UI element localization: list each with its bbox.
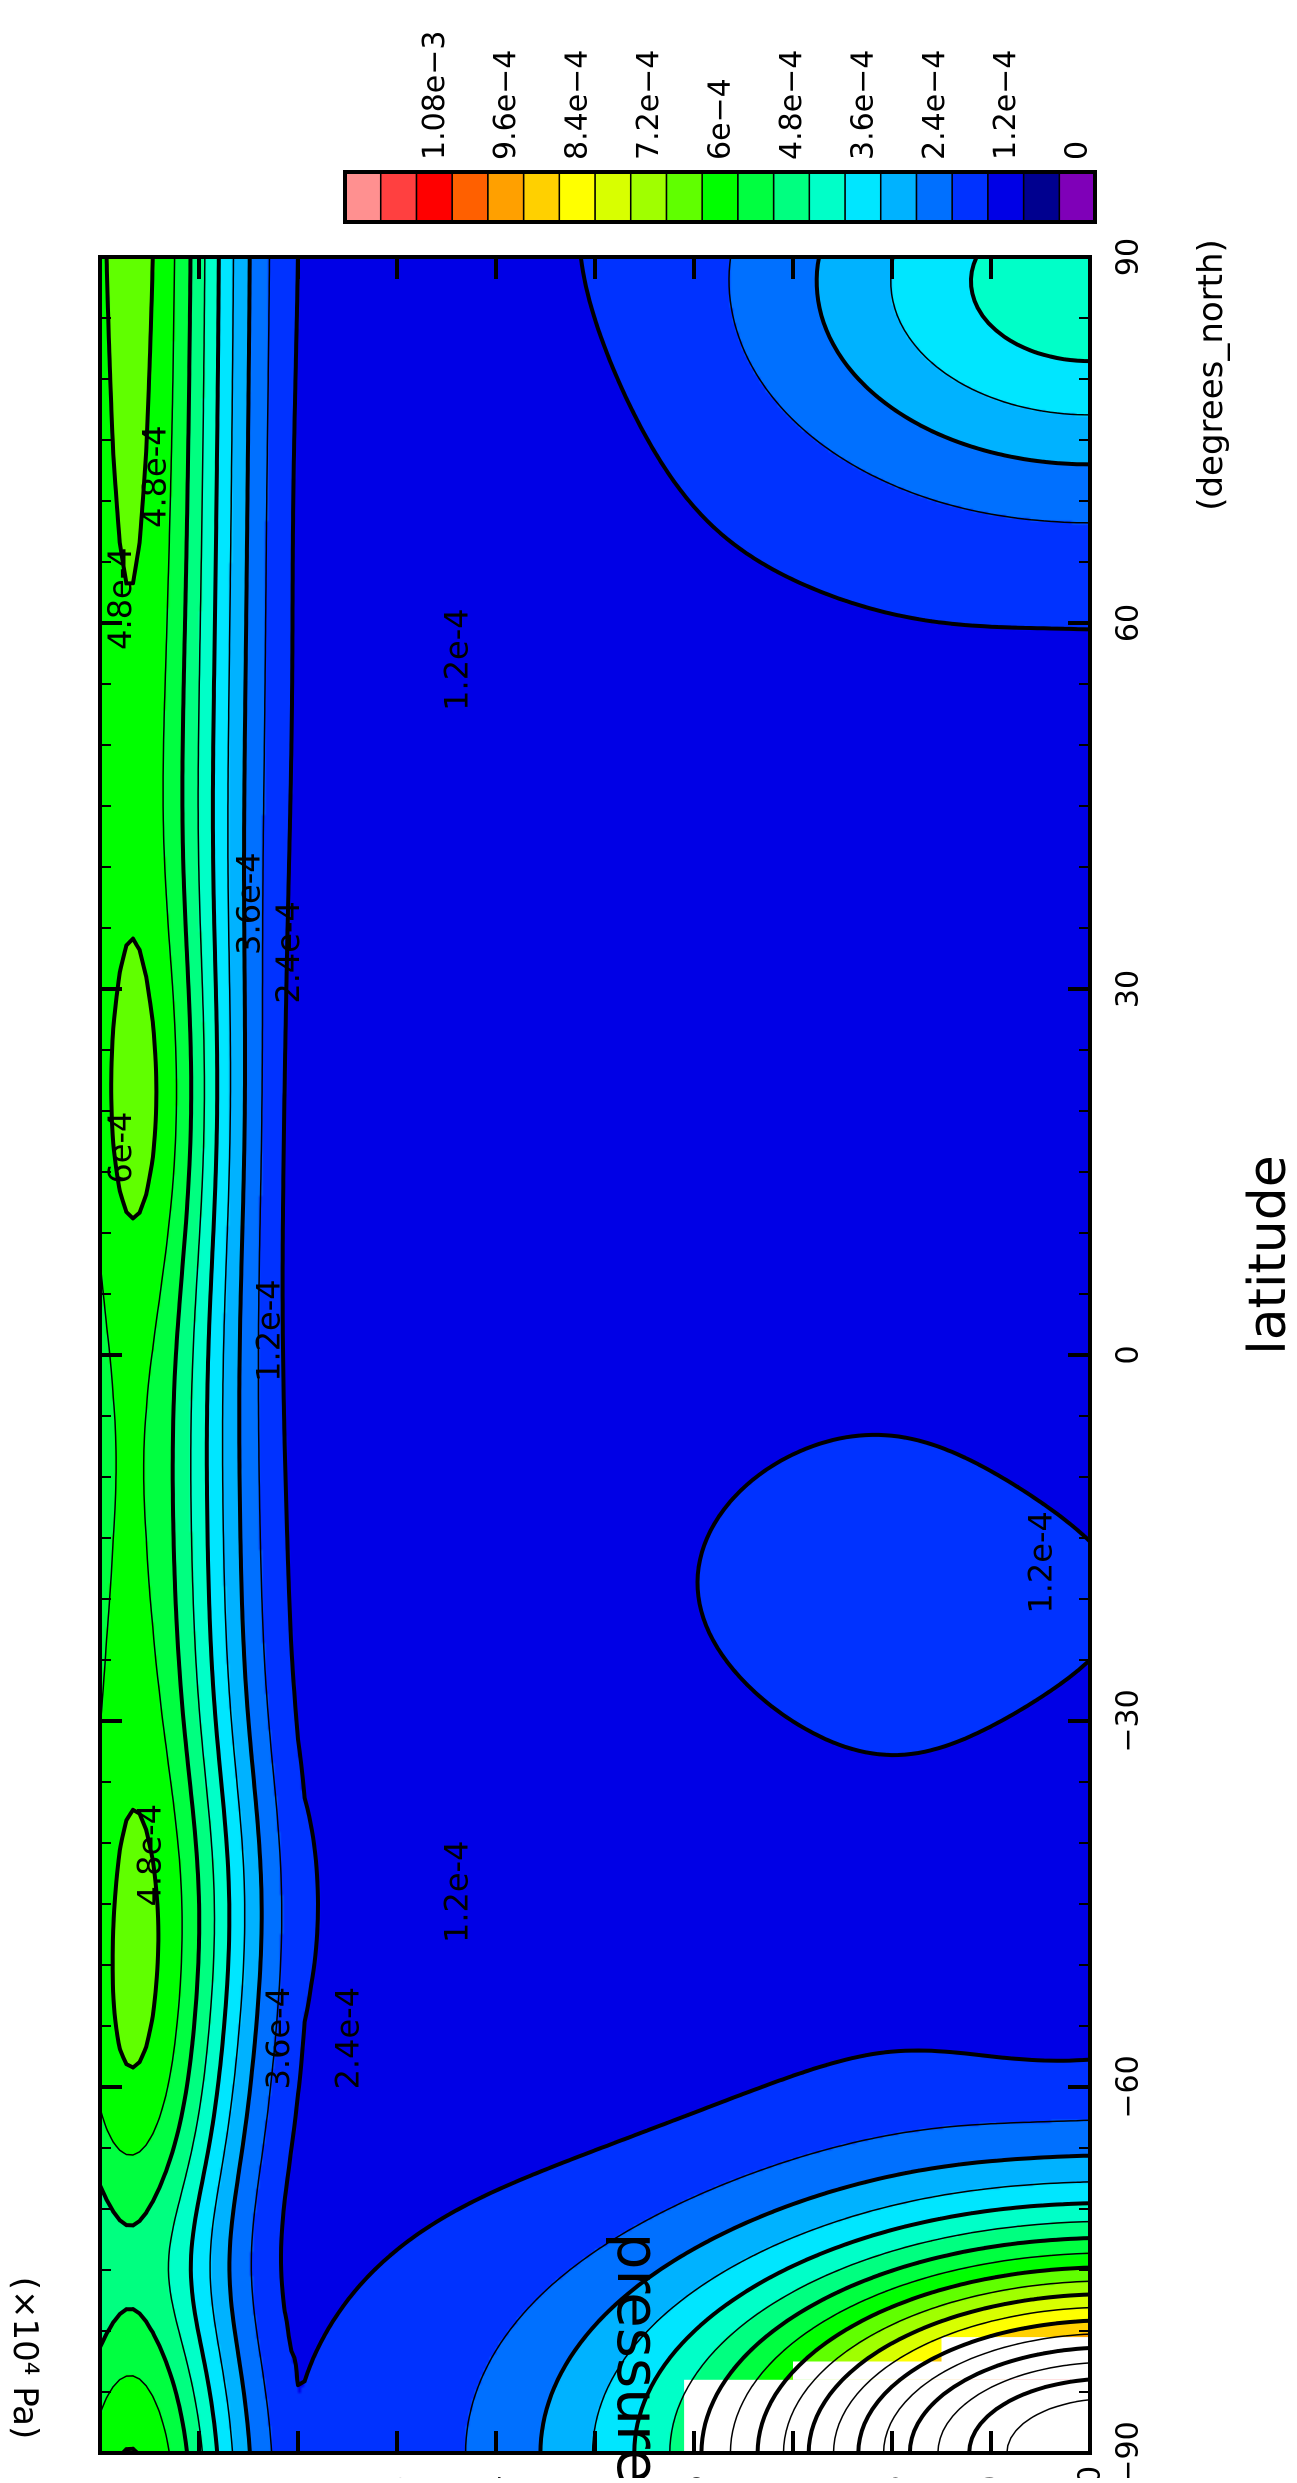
x-axis-title: latitude — [1238, 1155, 1297, 1355]
contour-line — [856, 2318, 1090, 2453]
contour-label: 4.8e-4 — [136, 425, 174, 527]
contour-line — [188, 257, 1090, 2453]
y-axis-title: pressure — [604, 2233, 672, 2478]
x-tick-label: −90 — [1111, 2421, 1146, 2478]
colorbar-level-label: 1.2e−4 — [988, 50, 1023, 160]
colorbar: 0 1.2e−4 2.4e−4 3.6e−4 4.8e−4 6e−4 7.2e−4 8.4e−… — [343, 31, 1097, 224]
colorbar-swatch — [1022, 171, 1061, 223]
colorbar-swatch — [344, 171, 382, 223]
colorbar-swatch — [522, 171, 561, 223]
contour-label: 4.8e-4 — [131, 1804, 169, 1906]
colorbar-level-label: 2.4e−4 — [917, 50, 952, 160]
colorbar-swatch — [701, 171, 739, 223]
contour-label: 1.2e-4 — [437, 1841, 475, 1943]
x-tick-label: 0 — [1111, 1345, 1146, 1364]
colorbar-swatch — [1058, 171, 1096, 223]
contour-line — [100, 257, 1090, 2453]
colorbar-swatch — [879, 171, 918, 223]
colorbar-swatch — [772, 171, 811, 223]
colorbar-level-label: 1.08e−3 — [417, 31, 452, 160]
colorbar-swatch — [629, 171, 668, 223]
contour-label: 2.4e-4 — [269, 901, 307, 1003]
colorbar-level-label: 7.2e−4 — [631, 50, 666, 160]
contour-line — [250, 257, 1090, 2453]
x-tick-label: −60 — [1111, 2055, 1146, 2118]
colorbar-level-label: 6e−4 — [703, 78, 738, 160]
contour-label: 4.8e-4 — [101, 547, 139, 649]
colorbar-level-label: 9.6e−4 — [488, 50, 523, 160]
colorbar-swatch — [558, 171, 596, 223]
contour-line — [937, 2362, 1090, 2453]
x-tick-label: −30 — [1111, 1689, 1146, 1752]
colorbar-frame — [343, 170, 1097, 224]
colorbar-swatch — [415, 171, 453, 223]
contour-label-layer: 4.8e-44.8e-41.2e-43.6e-4 2.4e-46e-41.2e-4… — [101, 425, 1060, 2089]
missing-data-region — [793, 2361, 1090, 2380]
contour-line — [227, 257, 1090, 2453]
contour-line — [100, 257, 1090, 2453]
contour-line — [832, 2306, 1090, 2453]
colorbar-swatch — [951, 171, 989, 223]
contour-line — [782, 2280, 1090, 2453]
colorbar-swatch — [844, 171, 882, 223]
contour-label: 1.2e-4 — [437, 608, 475, 710]
contour-label: 1.2e-4 — [1022, 1511, 1060, 1613]
colorbar-swatch — [737, 171, 775, 223]
colorbar-swatch — [379, 171, 418, 223]
colorbar-level-label: 8.4e−4 — [560, 50, 595, 160]
x-tick-label: 90 — [1111, 238, 1146, 276]
contour-line — [167, 257, 1090, 2453]
colorbar-swatch — [487, 171, 525, 223]
contour-line — [806, 2292, 1090, 2453]
contour-label: 3.6e-4 — [230, 852, 268, 954]
y-axis-units: (×10⁴ Pa) — [5, 2277, 45, 2440]
contour-line-layer — [100, 257, 1090, 2453]
contour-line — [882, 2333, 1090, 2453]
y-tick-label: 10 — [1073, 2466, 1108, 2478]
contour-line — [1006, 2399, 1090, 2453]
colorbar-swatch — [665, 171, 703, 223]
colorbar-swatch — [594, 171, 632, 223]
colorbar-level-label: 0 — [1060, 141, 1095, 160]
contour-label: 1.2e-4 — [249, 1279, 287, 1381]
contour-line — [907, 2346, 1090, 2453]
contour-line — [209, 257, 1090, 2453]
x-tick-label: 60 — [1111, 604, 1146, 642]
colorbar-swatch — [987, 171, 1025, 223]
colorbar-level-label: 3.6e−4 — [845, 50, 880, 160]
x-axis-units: (degrees_north) — [1191, 239, 1231, 511]
contour-label: 3.6e-4 — [259, 1987, 297, 2089]
colorbar-swatch — [808, 171, 846, 223]
colorbar-swatch — [451, 171, 489, 223]
x-tick-label: 30 — [1111, 970, 1146, 1008]
colorbar-level-label: 4.8e−4 — [774, 50, 809, 160]
contour-label: 2.4e-4 — [329, 1987, 367, 2089]
colorbar-swatch — [915, 171, 953, 223]
